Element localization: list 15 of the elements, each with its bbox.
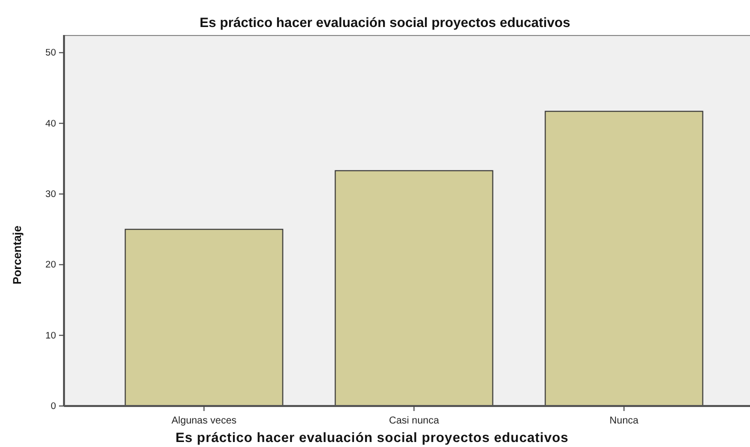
y-tick-label: 20: [45, 260, 56, 271]
bar: [334, 170, 494, 406]
chart-title: Es práctico hacer evaluación social proyectos educativos: [200, 15, 570, 30]
y-tick-label: 50: [45, 48, 56, 59]
y-tick-label: 0: [50, 401, 56, 412]
bar: [544, 110, 704, 406]
y-axis-title: Porcentaje: [12, 226, 24, 284]
bar: [124, 228, 284, 406]
x-tick-label: Algunas veces: [171, 416, 237, 426]
y-tick-label: 40: [45, 118, 56, 130]
x-tick-label: Casi nunca: [388, 416, 440, 426]
x-tick-label: Nunca: [610, 416, 639, 426]
y-tick-label: 10: [45, 330, 56, 342]
x-axis-title: Es práctico hacer evaluación social proyectos educativos: [175, 430, 569, 445]
y-tick-label: 30: [45, 189, 56, 200]
